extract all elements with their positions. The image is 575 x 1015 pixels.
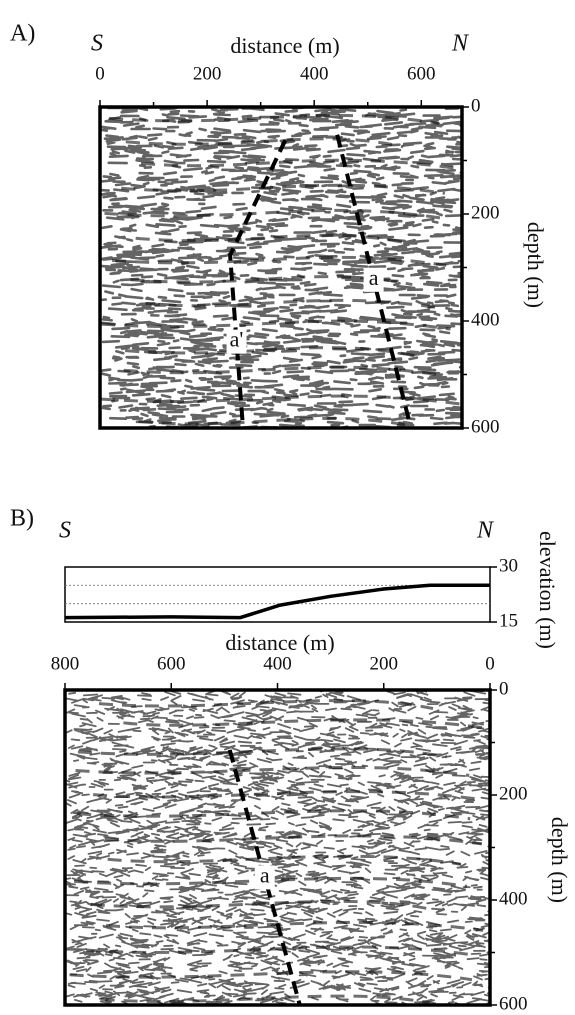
- direction-label: S: [59, 518, 71, 544]
- x-tick-label: 200: [193, 63, 222, 84]
- seismic-reflector: [100, 113, 461, 428]
- x-tick-label: 0: [95, 63, 105, 84]
- y-axis-title: depth (m): [547, 817, 572, 903]
- x-axis-title: distance (m): [225, 630, 334, 655]
- y-tick-label: 0: [499, 678, 509, 699]
- panel-label: B): [10, 506, 34, 532]
- panel-label: A): [10, 21, 35, 47]
- y-tick-label: 15: [499, 610, 518, 631]
- fault-label-bg: [254, 865, 275, 890]
- x-tick-label: 600: [407, 63, 436, 84]
- seismic-texture: [100, 107, 462, 428]
- y-tick-label: 600: [499, 993, 528, 1014]
- x-axis-title: distance (m): [230, 33, 339, 58]
- direction-label: S: [91, 31, 103, 57]
- seismic-texture: [65, 690, 490, 1005]
- y-tick-label: 400: [499, 888, 528, 909]
- y-tick-label: 30: [499, 555, 518, 576]
- y-tick-label: 200: [499, 783, 528, 804]
- y-tick-label: 0: [471, 95, 481, 116]
- y-axis-title: elevation (m): [535, 531, 560, 649]
- x-tick-label: 0: [485, 653, 495, 674]
- fault-label-bg: [226, 329, 247, 354]
- fault-label: a: [369, 265, 379, 290]
- x-tick-label: 600: [157, 653, 186, 674]
- y-axis-title: depth (m): [523, 222, 548, 308]
- y-tick-label: 200: [471, 202, 500, 223]
- elevation-line: [64, 583, 490, 620]
- y-tick-label: 600: [471, 416, 500, 437]
- fault-label: a: [260, 862, 270, 887]
- plot-frame: [64, 566, 491, 623]
- x-tick-label: 200: [370, 653, 399, 674]
- x-tick-label: 400: [263, 653, 292, 674]
- y-tick-label: 400: [471, 309, 500, 330]
- x-tick-label: 800: [51, 653, 80, 674]
- seismic-reflector: [69, 699, 485, 1005]
- direction-label: N: [476, 518, 495, 544]
- fault-line: [228, 139, 288, 429]
- direction-label: N: [451, 31, 470, 57]
- fault-label: a': [230, 327, 244, 352]
- fault-label-bg: [363, 267, 384, 292]
- x-tick-label: 400: [300, 63, 329, 84]
